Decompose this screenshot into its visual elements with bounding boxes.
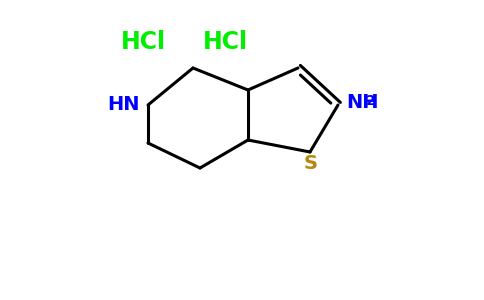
Text: S: S bbox=[304, 154, 318, 173]
Text: NH: NH bbox=[346, 94, 378, 112]
Text: HCl: HCl bbox=[121, 30, 166, 54]
Text: HCl: HCl bbox=[202, 30, 247, 54]
Text: 2: 2 bbox=[366, 94, 376, 108]
Text: HN: HN bbox=[107, 95, 140, 115]
